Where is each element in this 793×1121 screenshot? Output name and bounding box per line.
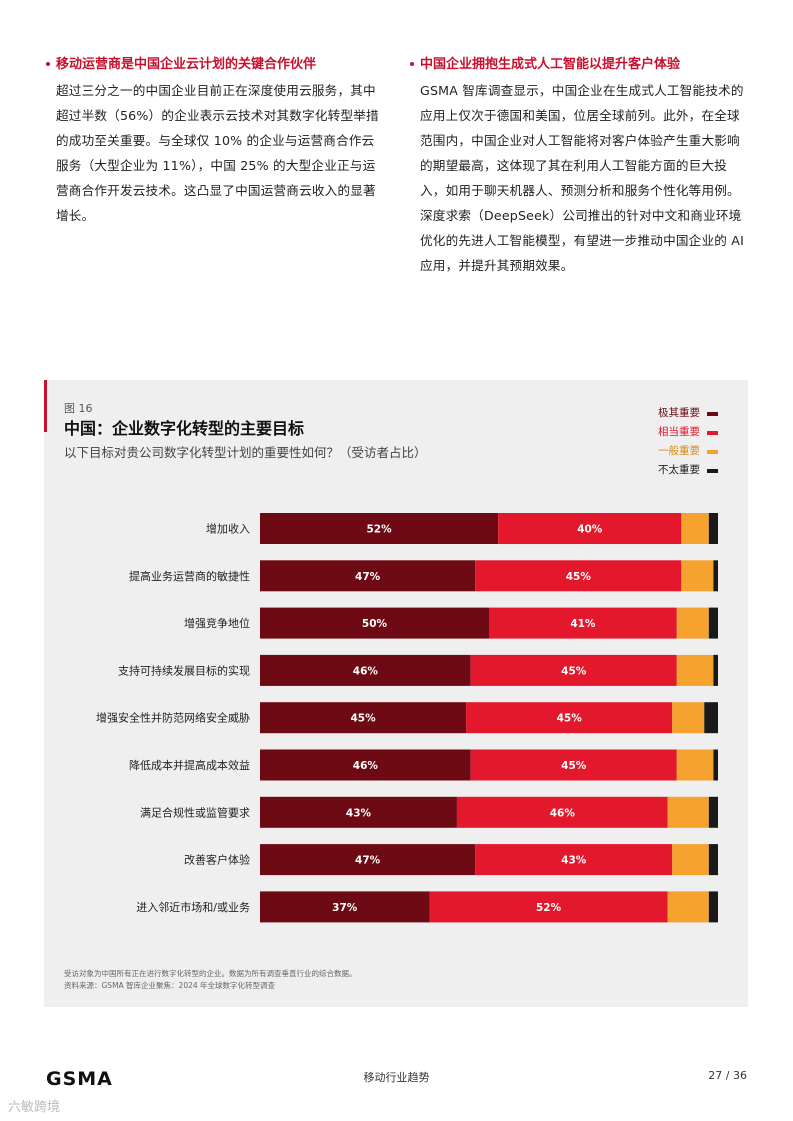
bar-segment (676, 607, 709, 639)
legend-swatch (707, 469, 718, 473)
figure-subtitle: 以下目标对贵公司数字化转型计划的重要性如何？（受访者占比） (64, 445, 427, 460)
watermark: 六敏跨境 (8, 1100, 61, 1115)
bar-segment (681, 513, 709, 544)
bar-segment (713, 749, 718, 781)
bar-segment (470, 749, 677, 781)
data-label: 46% (550, 807, 576, 819)
right-column: 中国企业拥抱生成式人工智能以提升客户体验 GSMA 智库调查显示，中国企业在生成… (410, 56, 750, 278)
data-label: 43% (561, 855, 587, 867)
left-section-title: 移动运营商是中国企业云计划的关键合作伙伴 (46, 56, 386, 74)
bar-segment (260, 560, 476, 592)
bar-segment (475, 844, 673, 876)
legend-item: 极其重要 (600, 404, 720, 423)
category-label: 增加收入 (206, 522, 250, 536)
bullet-dot-icon (46, 61, 50, 66)
data-label: 46% (353, 760, 379, 772)
legend-swatch (707, 450, 718, 454)
bar-segment (681, 560, 714, 592)
category-label: 支持可持续发展目标的实现 (118, 663, 250, 677)
data-label: 47% (355, 571, 381, 583)
data-label: 46% (353, 665, 379, 677)
category-label: 改善客户体验 (184, 853, 250, 867)
bar-segment (470, 654, 677, 686)
bar-segment (708, 844, 718, 876)
bar-segment (429, 891, 668, 923)
footnote-line-1: 受访对象为中国所有正在进行数字化转型的企业。数据为所有调查垂直行业的综合数据。 (64, 969, 357, 978)
bar-segment (676, 654, 714, 686)
category-label: 增强竞争地位 (184, 616, 250, 630)
left-section-body: 超过三分之一的中国企业目前正在深度使用云服务，其中超过半数（56%）的企业表示云… (56, 83, 379, 223)
left-column: 移动运营商是中国企业云计划的关键合作伙伴 超过三分之一的中国企业目前正在深度使用… (46, 56, 386, 228)
legend-item: 不太重要 (600, 461, 720, 480)
data-label: 37% (332, 902, 358, 914)
bar-segment (704, 702, 718, 734)
data-label: 45% (561, 665, 587, 677)
bar-segment (260, 654, 471, 686)
footnote-line-2: 资料来源：GSMA 智库企业聚焦：2024 年全球数字化转型调查 (64, 981, 276, 990)
legend-item: 一般重要 (600, 442, 720, 461)
bar-segment (489, 607, 677, 639)
category-label: 增强安全性并防范网络安全威胁 (96, 711, 250, 725)
bar-segment (260, 844, 476, 876)
bar-segment (667, 891, 709, 923)
bar-segment (713, 654, 718, 686)
bar-segment (260, 513, 499, 544)
bar-segment (708, 796, 718, 828)
footer-section-name: 移动行业趋势 (363, 1071, 430, 1084)
legend-swatch (707, 412, 718, 416)
figure-title: 中国：企业数字化转型的主要目标 (64, 419, 305, 438)
bar-segment (708, 513, 718, 544)
bar-segment (260, 702, 467, 734)
bar-segment (708, 891, 718, 923)
data-label: 52% (367, 524, 393, 536)
data-label: 52% (536, 902, 562, 914)
bar-segment (667, 796, 709, 828)
data-label: 45% (557, 713, 583, 725)
bar-segment (708, 607, 718, 639)
data-label: 43% (346, 807, 372, 819)
right-section-body: GSMA 智库调查显示，中国企业在生成式人工智能技术的应用上仅次于德国和美国，位… (420, 83, 744, 273)
data-label: 45% (566, 571, 592, 583)
page-number: 27 / 36 (708, 1069, 747, 1082)
legend-label: 极其重要 (658, 407, 700, 419)
data-label: 41% (570, 618, 596, 630)
bar-segment (672, 844, 709, 876)
legend-item: 相当重要 (600, 423, 720, 442)
bar-segment (456, 796, 668, 828)
bar-segment (260, 607, 489, 639)
category-label: 提高业务运营商的敏捷性 (129, 569, 250, 583)
bar-segment (260, 796, 457, 828)
legend-label: 相当重要 (658, 426, 700, 438)
category-label: 进入邻近市场和/或业务 (136, 900, 250, 914)
figure-footnote: 受访对象为中国所有正在进行数字化转型的企业。数据为所有调查垂直行业的综合数据。 … (64, 968, 357, 992)
data-label: 45% (561, 760, 587, 772)
bar-segment (498, 513, 682, 544)
category-label: 满足合规性或监管要求 (140, 805, 250, 819)
gsma-logo: GSMA (46, 1068, 113, 1090)
bar-segment (676, 749, 714, 781)
data-label: 45% (350, 713, 376, 725)
bar-segment (260, 891, 430, 923)
chart-legend: 极其重要相当重要一般重要不太重要 (600, 404, 720, 480)
figure-accent-bar (44, 380, 47, 432)
data-label: 50% (362, 618, 388, 630)
figure-label: 图 16 (64, 402, 93, 415)
data-label: 47% (355, 855, 381, 867)
bullet-dot-icon (410, 61, 414, 66)
bar-segment (672, 702, 705, 734)
legend-label: 一般重要 (658, 445, 700, 457)
data-label: 40% (577, 524, 603, 536)
legend-swatch (707, 431, 718, 435)
legend-label: 不太重要 (658, 464, 700, 476)
bar-segment (713, 560, 718, 592)
bar-segment (475, 560, 682, 592)
bar-segment (260, 749, 471, 781)
category-label: 降低成本并提高成本效益 (129, 758, 250, 772)
bar-segment (466, 702, 673, 734)
right-section-title: 中国企业拥抱生成式人工智能以提升客户体验 (410, 56, 750, 74)
